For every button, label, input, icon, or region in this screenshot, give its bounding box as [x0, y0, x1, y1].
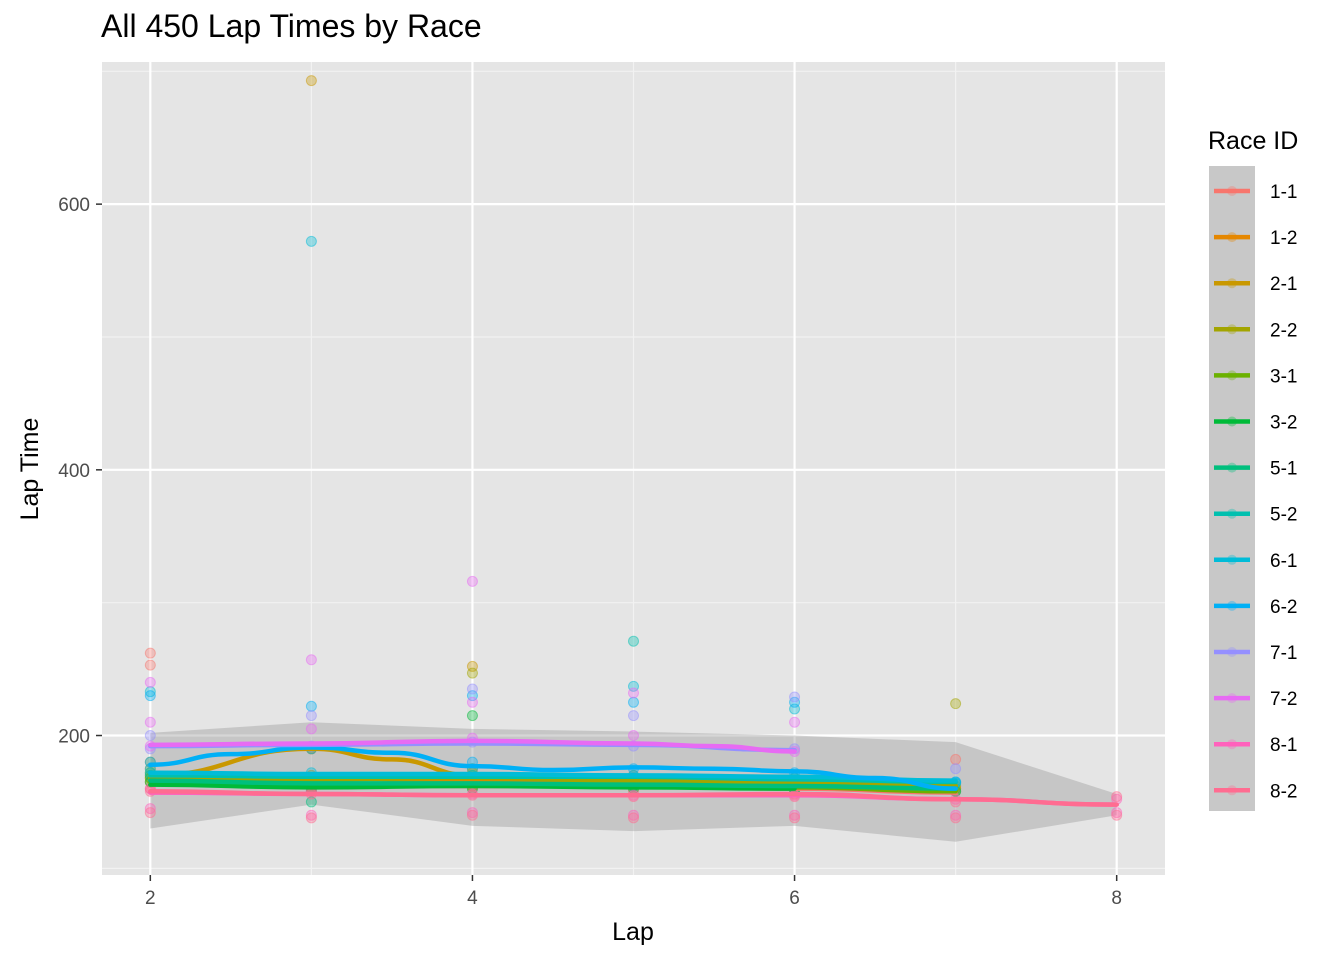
- smooth-lines: [148, 738, 1119, 807]
- y-tick-label: 200: [58, 727, 90, 748]
- data-point: [1111, 807, 1123, 819]
- data-point: [144, 690, 156, 702]
- data-point: [466, 807, 478, 819]
- legend-key-point: [1227, 232, 1237, 243]
- data-point: [144, 676, 156, 688]
- data-point: [628, 687, 639, 699]
- legend-key-point: [1227, 739, 1237, 750]
- x-tick-label: 8: [1111, 888, 1122, 909]
- data-point: [950, 698, 962, 710]
- legend-key-point: [1227, 600, 1237, 611]
- data-point: [144, 647, 156, 659]
- legend-label: 5-1: [1270, 459, 1297, 480]
- data-point: [950, 809, 962, 821]
- smooth-line: [148, 770, 958, 783]
- data-point: [950, 812, 962, 824]
- smooth-line: [148, 775, 958, 789]
- data-point: [144, 803, 156, 815]
- data-point: [628, 812, 639, 824]
- legend-key-point: [1227, 554, 1237, 565]
- x-axis-title: Lap: [612, 918, 654, 946]
- data-point: [789, 691, 801, 703]
- data-point: [305, 700, 317, 712]
- data-point: [789, 809, 801, 821]
- legend-label: 1-2: [1270, 228, 1297, 249]
- legend-key-point: [1227, 324, 1237, 335]
- data-point: [1111, 809, 1123, 821]
- data-point: [628, 635, 639, 647]
- smooth-line: [148, 745, 958, 791]
- smooth-line: [148, 778, 958, 791]
- x-axis: 2 4 6 8: [145, 875, 1122, 909]
- legend-key-point: [1227, 647, 1237, 657]
- data-point: [950, 763, 962, 775]
- legend-label: 6-2: [1270, 597, 1297, 618]
- data-point: [305, 796, 317, 808]
- data-point: [144, 659, 156, 671]
- data-point: [305, 654, 317, 666]
- legend-key-point: [1227, 416, 1237, 427]
- data-point: [628, 809, 639, 821]
- data-point: [628, 696, 639, 708]
- y-axis: 200 400 600: [58, 195, 102, 748]
- data-point: [789, 812, 801, 824]
- legend: Race ID 1-1 1-2 2-1 2-2 3-1 3-2 5-1 5-2 6-1 6-2 7-…: [1208, 127, 1298, 811]
- legend-key-point: [1227, 508, 1237, 519]
- smooth-line: [148, 789, 1119, 807]
- y-tick-label: 400: [58, 461, 90, 482]
- legend-title: Race ID: [1208, 127, 1298, 155]
- smooth-line: [148, 738, 797, 754]
- data-point: [305, 75, 317, 87]
- data-point: [305, 235, 317, 247]
- data-point: [144, 686, 156, 698]
- x-tick-label: 2: [145, 888, 156, 909]
- data-point: [628, 710, 639, 722]
- chart-title: All 450 Lap Times by Race: [101, 8, 482, 44]
- legend-label: 3-1: [1270, 366, 1297, 387]
- legend-label: 5-2: [1270, 505, 1297, 526]
- data-point: [144, 807, 156, 819]
- data-point: [144, 716, 156, 728]
- legend-label: 1-1: [1270, 182, 1297, 203]
- data-point: [1111, 791, 1123, 803]
- legend-label: 7-1: [1270, 643, 1297, 664]
- legend-label: 3-2: [1270, 413, 1297, 434]
- smooth-line: [148, 782, 797, 791]
- x-tick-label: 6: [789, 888, 800, 909]
- legend-label: 2-1: [1270, 274, 1297, 295]
- data-point: [466, 809, 478, 821]
- legend-key-point: [1227, 278, 1237, 289]
- data-point: [305, 723, 317, 735]
- legend-label: 6-1: [1270, 551, 1297, 572]
- legend-label: 2-2: [1270, 320, 1297, 341]
- legend-label: 8-2: [1270, 781, 1297, 802]
- legend-key-background: [1209, 166, 1255, 811]
- data-point: [305, 812, 317, 824]
- data-point: [466, 667, 478, 679]
- data-point: [305, 710, 317, 722]
- data-point: [466, 710, 478, 722]
- y-axis-title: Lap Time: [16, 418, 44, 521]
- data-point: [466, 696, 478, 708]
- legend-key-point: [1227, 462, 1237, 473]
- data-point: [950, 753, 962, 765]
- data-point: [305, 809, 317, 821]
- legend-label: 8-1: [1270, 735, 1297, 756]
- data-point: [628, 730, 639, 742]
- y-tick-label: 600: [58, 195, 90, 216]
- x-tick-label: 4: [467, 888, 478, 909]
- legend-label: 7-2: [1270, 689, 1297, 710]
- legend-key-point: [1227, 693, 1237, 704]
- data-point: [466, 683, 478, 695]
- legend-key-point: [1227, 785, 1237, 796]
- data-point: [466, 575, 478, 587]
- data-point: [789, 716, 801, 728]
- legend-key-point: [1227, 186, 1237, 196]
- legend-key-point: [1227, 370, 1237, 381]
- data-point: [144, 730, 156, 742]
- minor-gridlines: [102, 62, 1165, 875]
